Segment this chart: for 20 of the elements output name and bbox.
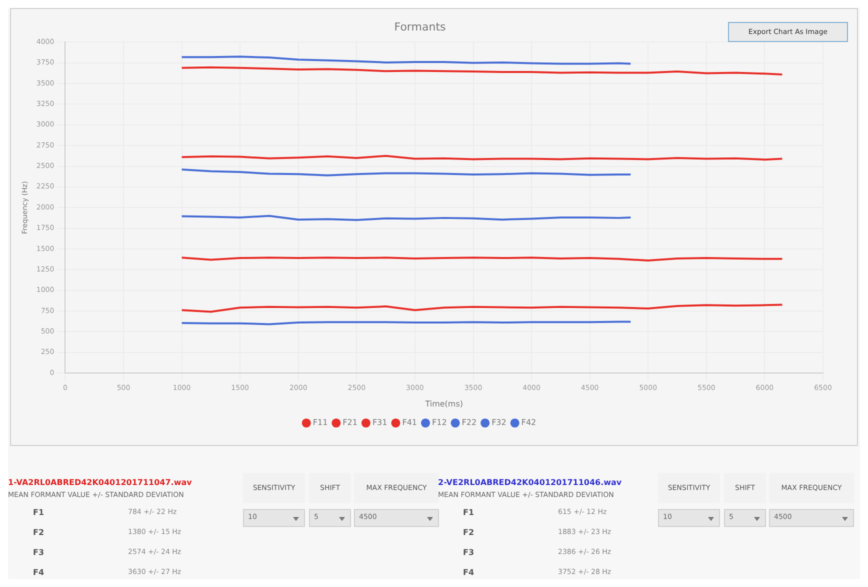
legend-label: F32 (492, 418, 506, 428)
text: F1 (33, 508, 44, 517)
legend-label: F22 (462, 418, 477, 428)
legend-label: F21 (342, 418, 358, 428)
x-axis-title: Time(ms) (424, 399, 463, 408)
text: F1 (463, 508, 474, 517)
legend-label: F42 (521, 418, 536, 428)
text: F4 (463, 568, 474, 577)
text: 2-VE2RL0ABRED42K0401201711046.wav (438, 478, 622, 487)
text: F3 (463, 548, 474, 557)
text: F2 (463, 528, 474, 537)
text: 1-VA2RL0ABRED42K0401201711047.wav (8, 478, 192, 487)
text: F2 (33, 528, 44, 537)
legend-label: F31 (372, 418, 388, 428)
legend-label: F41 (402, 418, 417, 428)
text: F4 (33, 568, 44, 577)
text: F3 (33, 548, 44, 557)
legend-label: F11 (312, 418, 328, 428)
chart-title: Formants (394, 20, 446, 34)
legend-label: F12 (432, 418, 447, 428)
